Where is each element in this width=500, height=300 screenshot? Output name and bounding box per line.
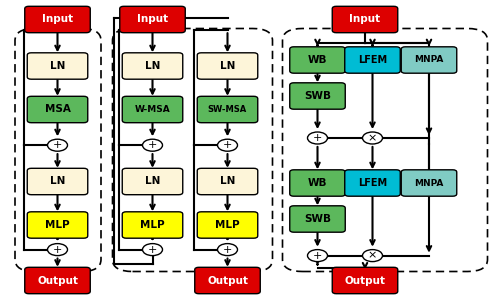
Text: +: + — [223, 244, 232, 255]
FancyBboxPatch shape — [25, 267, 90, 294]
Text: Output: Output — [344, 275, 386, 286]
FancyBboxPatch shape — [122, 53, 183, 79]
Circle shape — [142, 139, 163, 151]
Text: MNPA: MNPA — [414, 56, 444, 64]
Text: WB: WB — [308, 55, 327, 65]
Text: Input: Input — [350, 14, 380, 25]
Text: MLP: MLP — [140, 220, 165, 230]
FancyBboxPatch shape — [290, 170, 345, 196]
Text: +: + — [223, 140, 232, 150]
Text: MSA: MSA — [44, 104, 70, 115]
Circle shape — [308, 132, 328, 144]
Text: SWB: SWB — [304, 214, 331, 224]
Circle shape — [142, 244, 163, 256]
Text: MLP: MLP — [215, 220, 240, 230]
Text: +: + — [148, 140, 157, 150]
Text: Output: Output — [207, 275, 248, 286]
Circle shape — [362, 132, 382, 144]
Text: LN: LN — [50, 61, 65, 71]
Circle shape — [308, 250, 328, 262]
FancyBboxPatch shape — [25, 6, 90, 33]
FancyBboxPatch shape — [401, 47, 457, 73]
FancyBboxPatch shape — [401, 170, 457, 196]
Text: ×: × — [368, 133, 377, 143]
FancyBboxPatch shape — [197, 212, 258, 238]
Text: LFEM: LFEM — [358, 178, 387, 188]
FancyBboxPatch shape — [290, 83, 345, 109]
FancyBboxPatch shape — [197, 53, 258, 79]
Circle shape — [218, 139, 238, 151]
Text: +: + — [313, 133, 322, 143]
Text: +: + — [53, 244, 62, 255]
Text: LN: LN — [220, 61, 235, 71]
Text: SW-MSA: SW-MSA — [208, 105, 247, 114]
FancyBboxPatch shape — [195, 267, 260, 294]
FancyBboxPatch shape — [120, 6, 185, 33]
FancyBboxPatch shape — [27, 53, 88, 79]
Circle shape — [362, 250, 382, 262]
Text: MLP: MLP — [45, 220, 70, 230]
FancyBboxPatch shape — [122, 212, 183, 238]
Text: +: + — [313, 250, 322, 261]
FancyBboxPatch shape — [290, 206, 345, 232]
Text: W-MSA: W-MSA — [134, 105, 170, 114]
Text: LN: LN — [145, 176, 160, 187]
FancyBboxPatch shape — [27, 96, 88, 123]
FancyBboxPatch shape — [332, 267, 398, 294]
FancyBboxPatch shape — [345, 170, 400, 196]
Text: ×: × — [368, 250, 377, 261]
FancyBboxPatch shape — [332, 6, 398, 33]
Text: SWB: SWB — [304, 91, 331, 101]
Text: Input: Input — [42, 14, 73, 25]
Text: Input: Input — [137, 14, 168, 25]
FancyBboxPatch shape — [290, 47, 345, 73]
FancyBboxPatch shape — [197, 168, 258, 195]
FancyBboxPatch shape — [122, 168, 183, 195]
Text: LN: LN — [145, 61, 160, 71]
Text: +: + — [148, 244, 157, 255]
Circle shape — [48, 244, 68, 256]
FancyBboxPatch shape — [197, 96, 258, 123]
Text: +: + — [53, 140, 62, 150]
Text: Output: Output — [37, 275, 78, 286]
FancyBboxPatch shape — [27, 212, 88, 238]
Text: WB: WB — [308, 178, 327, 188]
Text: MNPA: MNPA — [414, 178, 444, 188]
Text: LN: LN — [50, 176, 65, 187]
FancyBboxPatch shape — [345, 47, 400, 73]
Text: LN: LN — [220, 176, 235, 187]
Circle shape — [218, 244, 238, 256]
Circle shape — [48, 139, 68, 151]
Text: LFEM: LFEM — [358, 55, 387, 65]
FancyBboxPatch shape — [122, 96, 183, 123]
FancyBboxPatch shape — [27, 168, 88, 195]
